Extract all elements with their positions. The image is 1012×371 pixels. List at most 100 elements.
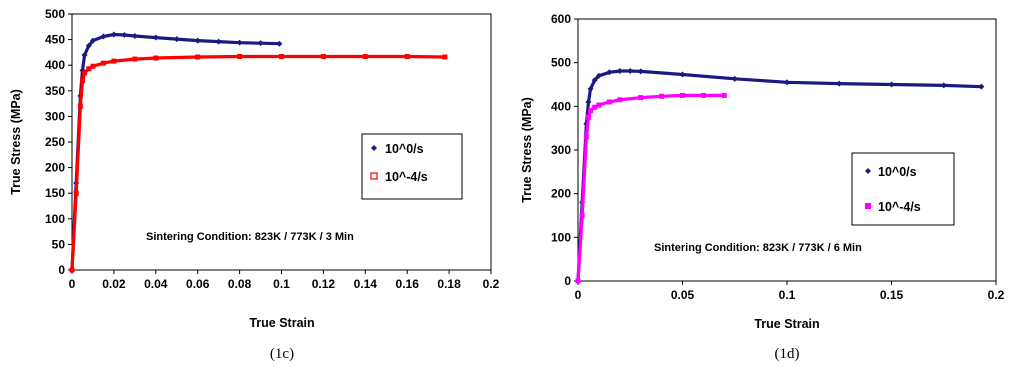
series-line-1 [576,69,983,283]
y-tick-label: 150 [45,186,65,200]
data-point [257,40,264,47]
data-point [617,97,623,103]
data-point [69,267,75,273]
data-point [404,53,410,59]
legend-box [361,133,463,200]
x-tick-label: 0.1 [273,277,290,291]
x-tick-label: 0.06 [186,277,210,291]
x-axis-label: True Strain [249,316,314,330]
y-tick-label: 100 [45,212,65,226]
data-point [638,95,644,101]
x-tick-label: 0.02 [102,277,126,291]
y-tick-label: 350 [45,84,65,98]
chart-1c: 0 50 100 150 200 250 300 350 400 450 500 0 0.02 0.04 0… [9,7,500,362]
legend: 10^0/s 10^-4/s [851,152,955,226]
annotation: Sintering Condition: 823K / 773K / 6 Min [654,242,862,254]
x-tick-label: 0.15 [880,288,904,302]
data-point [679,71,686,78]
series-line-2 [576,93,726,283]
data-point [596,102,602,108]
y-axis-label: True Stress (MPa) [9,89,23,195]
y-tick-label: 100 [551,230,571,244]
figure-caption: (1c) [270,346,294,362]
data-point [110,31,117,38]
data-point [100,60,106,66]
data-point [320,53,326,59]
data-point [111,58,117,64]
y-tick-label: 300 [45,109,65,123]
x-tick-label: 0.04 [144,277,168,291]
data-point [595,72,602,79]
y-axis-label: True Stress (MPa) [520,97,534,203]
data-point [579,213,585,218]
data-point [442,54,448,60]
legend-label-1: 10^0/s [385,142,424,156]
plot-area [577,18,997,282]
data-point [237,53,243,59]
annotation: Sintering Condition: 823K / 773K / 3 Min [146,231,354,243]
data-point [77,103,83,109]
plot-frame [577,18,997,282]
data-point [637,68,644,75]
x-tick-label: 0.05 [671,288,695,302]
data-point [73,190,79,196]
x-tick-label: 0.16 [396,277,420,291]
legend-marker-2 [370,172,378,180]
data-point [153,55,159,61]
data-point [121,31,128,38]
data-point [836,80,843,87]
data-point [276,40,283,47]
data-point [215,38,222,45]
y-tick-label: 0 [564,274,571,288]
y-tick-label: 0 [58,263,65,277]
data-point [606,69,613,76]
y-tick-label: 250 [45,135,65,149]
tick-labels: 0 50 100 150 200 250 300 350 400 450 500 0 0.02 0.04 0… [45,7,500,291]
legend-box [851,152,955,226]
data-point [731,75,738,82]
data-point [279,53,284,59]
data-point [81,51,88,58]
data-point [173,36,180,43]
series-line-2 [70,54,447,272]
y-tick-label: 400 [551,99,571,113]
data-point [627,67,634,74]
legend-marker-1 [865,168,871,174]
figure-caption: (1d) [775,346,800,362]
x-tick-label: 0.08 [228,277,252,291]
y-tick-label: 400 [45,58,65,72]
data-point [194,37,201,44]
data-point [195,54,201,60]
y-tick-label: 50 [52,237,66,251]
y-tick-label: 200 [45,161,65,175]
data-point [152,34,159,41]
data-point [85,42,92,49]
data-point [940,82,947,89]
data-point [592,104,598,110]
data-point [606,99,612,105]
series-lines [69,31,448,273]
data-point [616,67,623,74]
x-tick-label: 0 [575,288,582,302]
data-point [659,93,665,99]
data-point [131,33,138,40]
x-axis-label: True Strain [754,317,819,331]
data-point [585,114,591,120]
data-point [680,92,685,98]
data-point [583,134,589,140]
data-point [587,85,594,92]
data-point [79,78,85,84]
y-tick-label: 600 [551,12,571,26]
data-point [362,53,368,59]
y-tick-label: 500 [551,56,571,70]
legend-label-2: 10^-4/s [385,170,428,184]
legend-label-1: 10^0/s [878,165,917,179]
y-tick-label: 450 [45,33,65,47]
chart-1d: 0 100 200 300 400 500 600 0 0.05 0.1 0.15 0.2 True … [520,12,1005,362]
y-tick-label: 200 [551,187,571,201]
series-lines [575,67,985,284]
data-point [978,83,985,90]
data-point [591,77,598,84]
data-point [90,63,96,69]
